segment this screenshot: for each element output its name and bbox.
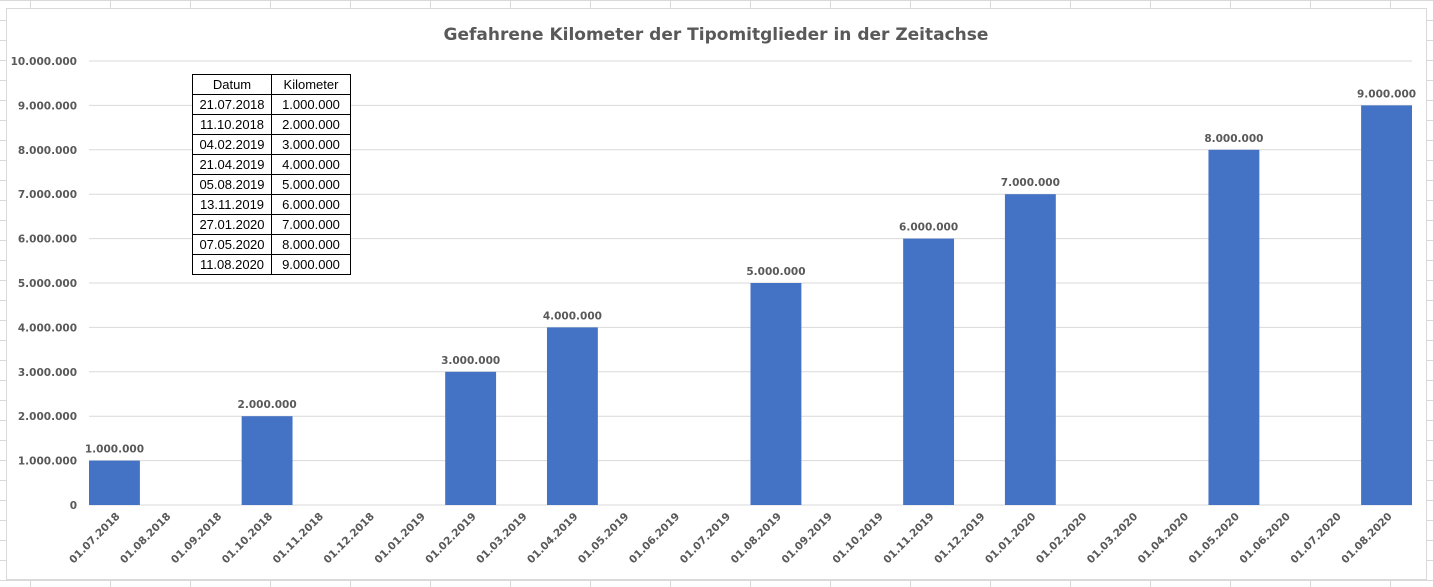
x-tick-label: 01.03.2020 (1085, 511, 1140, 566)
table-header-cell: Datum (192, 74, 272, 95)
bar (903, 238, 955, 505)
chart-title: Gefahrene Kilometer der Tipomitglieder i… (444, 25, 989, 45)
y-tick-label: 6.000.000 (18, 234, 77, 246)
datum-cell: 21.07.2018 (192, 94, 272, 115)
kilometer-cell: 5.000.000 (271, 174, 351, 195)
table-row: 13.11.2019 6.000.000 (192, 194, 351, 215)
x-tick-label: 01.08.2018 (118, 511, 173, 566)
bar (445, 371, 497, 505)
y-tick-label: 9.000.000 (18, 100, 77, 112)
bar-chart: Gefahrene Kilometer der Tipomitglieder i… (11, 25, 1417, 566)
data-label: 6.000.000 (899, 222, 958, 234)
x-tick-label: 01.02.2020 (1034, 511, 1089, 566)
table-header-cell: Kilometer (271, 74, 351, 95)
data-label: 4.000.000 (543, 310, 602, 322)
bar (546, 327, 598, 505)
x-tick-label: 01.06.2019 (627, 511, 682, 566)
y-tick-label: 5.000.000 (18, 278, 77, 290)
x-tick-label: 01.05.2019 (576, 511, 631, 566)
datum-cell: 13.11.2019 (192, 194, 272, 215)
kilometer-cell: 1.000.000 (271, 94, 351, 115)
x-tick-label: 01.07.2020 (1288, 511, 1343, 566)
bar (750, 283, 802, 505)
x-tick-label: 01.10.2018 (220, 511, 275, 566)
table-row: 21.07.2018 1.000.000 (192, 94, 351, 115)
data-label: 8.000.000 (1204, 133, 1263, 145)
datum-cell: 11.08.2020 (192, 254, 272, 275)
x-tick-label: 01.04.2019 (525, 511, 580, 566)
table-row: 05.08.2019 5.000.000 (192, 174, 351, 195)
kilometer-cell: 9.000.000 (271, 254, 351, 275)
x-tick-label: 01.10.2019 (830, 511, 885, 566)
x-tick-label: 01.01.2019 (372, 511, 427, 566)
bar (1208, 149, 1260, 506)
data-label: 1.000.000 (85, 444, 144, 456)
x-tick-label: 01.06.2020 (1237, 511, 1292, 566)
bar (89, 460, 140, 505)
table-row: 07.05.2020 8.000.000 (192, 234, 351, 255)
x-tick-label: 01.04.2020 (1136, 511, 1191, 566)
x-tick-label: 01.12.2019 (932, 511, 987, 566)
y-tick-label: 1.000.000 (18, 456, 77, 468)
bar (1361, 105, 1412, 506)
kilometer-cell: 6.000.000 (271, 194, 351, 215)
datum-cell: 05.08.2019 (192, 174, 272, 195)
table-row: 21.04.2019 4.000.000 (192, 154, 351, 175)
x-tick-label: 01.08.2020 (1339, 511, 1394, 566)
table-header-row: Datum Kilometer (192, 74, 351, 95)
datum-cell: 27.01.2020 (192, 214, 272, 235)
datum-cell: 21.04.2019 (192, 154, 272, 175)
kilometer-cell: 3.000.000 (271, 134, 351, 155)
data-label: 7.000.000 (1001, 177, 1060, 189)
datum-cell: 07.05.2020 (192, 234, 272, 255)
x-tick-label: 01.07.2019 (678, 511, 733, 566)
x-tick-label: 01.11.2019 (881, 511, 936, 566)
kilometer-cell: 8.000.000 (271, 234, 351, 255)
kilometer-cell: 7.000.000 (271, 214, 351, 235)
x-tick-label: 01.09.2018 (169, 511, 224, 566)
data-label: 5.000.000 (746, 266, 805, 278)
data-label: 3.000.000 (441, 355, 500, 367)
kilometer-cell: 4.000.000 (271, 154, 351, 175)
table-row: 11.08.2020 9.000.000 (192, 254, 351, 275)
x-tick-label: 01.09.2019 (779, 511, 834, 566)
y-tick-label: 10.000.000 (11, 56, 77, 68)
data-label: 9.000.000 (1357, 88, 1416, 100)
table-row: 11.10.2018 2.000.000 (192, 114, 351, 135)
data-table: Datum Kilometer 21.07.2018 1.000.000 11.10.… (192, 74, 351, 275)
y-tick-label: 2.000.000 (18, 411, 77, 423)
y-tick-label: 8.000.000 (18, 145, 77, 157)
table-row: 04.02.2019 3.000.000 (192, 134, 351, 155)
bar (241, 416, 293, 505)
y-tick-label: 7.000.000 (18, 189, 77, 201)
x-tick-label: 01.11.2018 (271, 511, 326, 566)
x-tick-label: 01.02.2019 (423, 511, 478, 566)
datum-cell: 11.10.2018 (192, 114, 272, 135)
y-tick-label: 4.000.000 (18, 322, 77, 334)
data-label: 2.000.000 (238, 399, 297, 411)
x-tick-label: 01.12.2018 (322, 511, 377, 566)
kilometer-cell: 2.000.000 (271, 114, 351, 135)
y-tick-label: 0 (70, 500, 77, 512)
x-tick-label: 01.08.2019 (729, 511, 784, 566)
table-row: 27.01.2020 7.000.000 (192, 214, 351, 235)
y-tick-label: 3.000.000 (18, 367, 77, 379)
datum-cell: 04.02.2019 (192, 134, 272, 155)
x-tick-label: 01.03.2019 (474, 511, 529, 566)
x-tick-label: 01.05.2020 (1187, 511, 1242, 566)
x-tick-label: 01.01.2020 (983, 511, 1038, 566)
bar (1004, 194, 1056, 505)
x-tick-label: 01.07.2018 (67, 511, 122, 566)
